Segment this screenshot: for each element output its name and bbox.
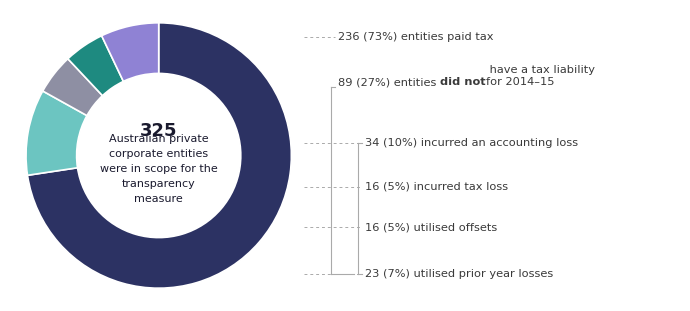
Text: have a tax liability
for 2014–15: have a tax liability for 2014–15: [486, 66, 595, 87]
Text: 325: 325: [140, 122, 177, 140]
Wedge shape: [101, 23, 159, 81]
Text: 89 (27%) entities: 89 (27%) entities: [338, 77, 440, 87]
Text: 236 (73%) entities paid tax: 236 (73%) entities paid tax: [338, 32, 494, 42]
Text: Australian private
corporate entities
were in scope for the
transparency
measure: Australian private corporate entities we…: [100, 134, 217, 204]
Wedge shape: [26, 91, 87, 175]
Text: 34 (10%) incurred an accounting loss: 34 (10%) incurred an accounting loss: [366, 138, 578, 148]
Text: 16 (5%) incurred tax loss: 16 (5%) incurred tax loss: [366, 182, 509, 192]
Wedge shape: [28, 23, 291, 288]
Wedge shape: [68, 36, 124, 96]
Text: did not: did not: [440, 77, 486, 87]
Wedge shape: [43, 59, 103, 116]
Text: 16 (5%) utilised offsets: 16 (5%) utilised offsets: [366, 222, 497, 232]
Text: 23 (7%) utilised prior year losses: 23 (7%) utilised prior year losses: [366, 269, 553, 279]
